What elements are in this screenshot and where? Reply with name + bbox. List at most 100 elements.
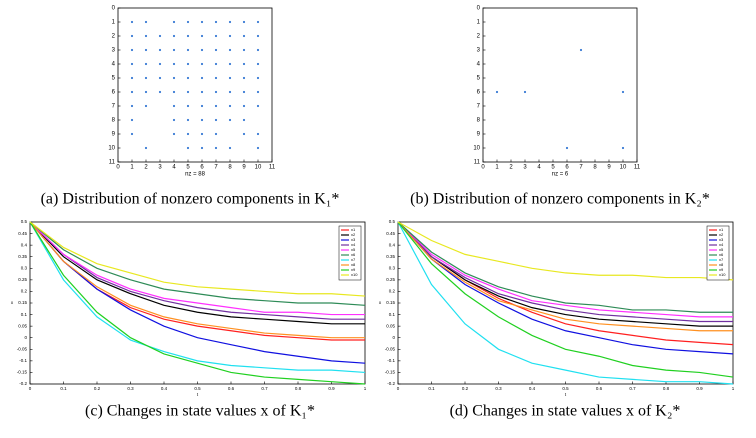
x-axis-label: nz = 6 bbox=[552, 172, 569, 178]
legend-label: x3 bbox=[351, 237, 356, 242]
point bbox=[200, 118, 204, 122]
x-tick-label: 0.4 bbox=[529, 386, 536, 391]
point bbox=[172, 20, 176, 24]
legend-label: x1 bbox=[719, 227, 724, 232]
x-tick-label: 0 bbox=[116, 165, 120, 171]
point bbox=[579, 48, 583, 52]
x-tick-label: 0.6 bbox=[228, 386, 235, 391]
point bbox=[186, 146, 190, 150]
y-tick-label: 0.1 bbox=[389, 312, 396, 317]
point bbox=[144, 76, 148, 80]
point bbox=[130, 62, 134, 66]
y-tick-label: 8 bbox=[112, 118, 116, 124]
x-axis-label: t bbox=[197, 392, 199, 397]
point bbox=[186, 34, 190, 38]
point bbox=[158, 48, 162, 52]
point bbox=[200, 104, 204, 108]
x-tick-label: 0.5 bbox=[562, 386, 569, 391]
legend-label: x10 bbox=[719, 272, 726, 277]
point bbox=[158, 62, 162, 66]
x-tick-label: 0.6 bbox=[596, 386, 603, 391]
y-tick-label: 11 bbox=[109, 160, 116, 166]
point bbox=[186, 62, 190, 66]
point bbox=[172, 34, 176, 38]
y-tick-label: 0.3 bbox=[389, 265, 396, 270]
point bbox=[130, 118, 134, 122]
x-tick-label: 1 bbox=[732, 386, 735, 391]
x-axis-label: nz = 88 bbox=[185, 172, 206, 178]
legend-label: x9 bbox=[719, 267, 724, 272]
point bbox=[144, 90, 148, 94]
point bbox=[186, 132, 190, 136]
point bbox=[214, 104, 218, 108]
legend-label: x2 bbox=[351, 232, 356, 237]
y-tick-label: 4 bbox=[112, 62, 116, 68]
point bbox=[144, 104, 148, 108]
x-tick-label: 4 bbox=[537, 165, 541, 171]
legend-label: x7 bbox=[351, 257, 356, 262]
point bbox=[200, 62, 204, 66]
x-tick-label: 6 bbox=[200, 165, 204, 171]
y-tick-label: 10 bbox=[108, 146, 115, 152]
point bbox=[144, 146, 148, 150]
point bbox=[214, 132, 218, 136]
series-line bbox=[397, 221, 733, 313]
y-tick-label: 0.45 bbox=[18, 231, 27, 236]
y-tick-label: 3 bbox=[477, 48, 481, 54]
point bbox=[228, 118, 232, 122]
x-tick-label: 0 bbox=[29, 386, 32, 391]
point bbox=[200, 90, 204, 94]
point bbox=[144, 62, 148, 66]
x-tick-label: 10 bbox=[620, 165, 627, 171]
series-line bbox=[29, 221, 365, 316]
point bbox=[144, 20, 148, 24]
point bbox=[144, 34, 148, 38]
point bbox=[172, 62, 176, 66]
point bbox=[186, 90, 190, 94]
y-tick-label: 6 bbox=[477, 90, 481, 96]
y-tick-label: 2 bbox=[477, 34, 481, 40]
series-line bbox=[29, 221, 366, 306]
y-tick-label: 0 bbox=[112, 6, 116, 12]
caption: (c) Changes in state values x of K₁* bbox=[85, 403, 315, 420]
x-tick-label: 0.5 bbox=[194, 386, 201, 391]
legend-label: x8 bbox=[351, 262, 356, 267]
point bbox=[256, 48, 260, 52]
point bbox=[130, 76, 134, 80]
legend-label: x2 bbox=[719, 232, 724, 237]
y-tick-label: 0.4 bbox=[389, 242, 396, 247]
series-line bbox=[29, 221, 366, 297]
x-tick-label: 11 bbox=[634, 165, 641, 171]
y-tick-label: -0.2 bbox=[387, 381, 395, 386]
legend-label: x9 bbox=[351, 267, 356, 272]
y-tick-label: 0.1 bbox=[21, 312, 28, 317]
point bbox=[242, 76, 246, 80]
x-tick-label: 7 bbox=[214, 165, 218, 171]
x-tick-label: 6 bbox=[565, 165, 569, 171]
y-tick-label: 0 bbox=[477, 6, 481, 12]
point bbox=[200, 146, 204, 150]
y-tick-label: 5 bbox=[112, 76, 116, 82]
point bbox=[256, 90, 260, 94]
legend-label: x4 bbox=[719, 242, 724, 247]
y-tick-label: 0.25 bbox=[386, 277, 395, 282]
x-tick-label: 0.9 bbox=[696, 386, 703, 391]
y-axis-label: x bbox=[379, 300, 382, 305]
series-line bbox=[397, 221, 733, 332]
y-tick-label: 0.3 bbox=[21, 265, 28, 270]
point bbox=[200, 34, 204, 38]
y-tick-label: 0.45 bbox=[386, 231, 395, 236]
point bbox=[228, 62, 232, 66]
y-tick-label: 11 bbox=[474, 160, 481, 166]
point bbox=[256, 20, 260, 24]
y-tick-label: -0.2 bbox=[19, 381, 27, 386]
point bbox=[200, 132, 204, 136]
series-line bbox=[397, 221, 733, 327]
x-tick-label: 1 bbox=[130, 165, 134, 171]
legend-label: x7 bbox=[719, 257, 724, 262]
y-tick-label: 1 bbox=[112, 20, 116, 26]
legend-box bbox=[338, 225, 362, 281]
point bbox=[130, 20, 134, 24]
x-tick-label: 0.9 bbox=[328, 386, 335, 391]
